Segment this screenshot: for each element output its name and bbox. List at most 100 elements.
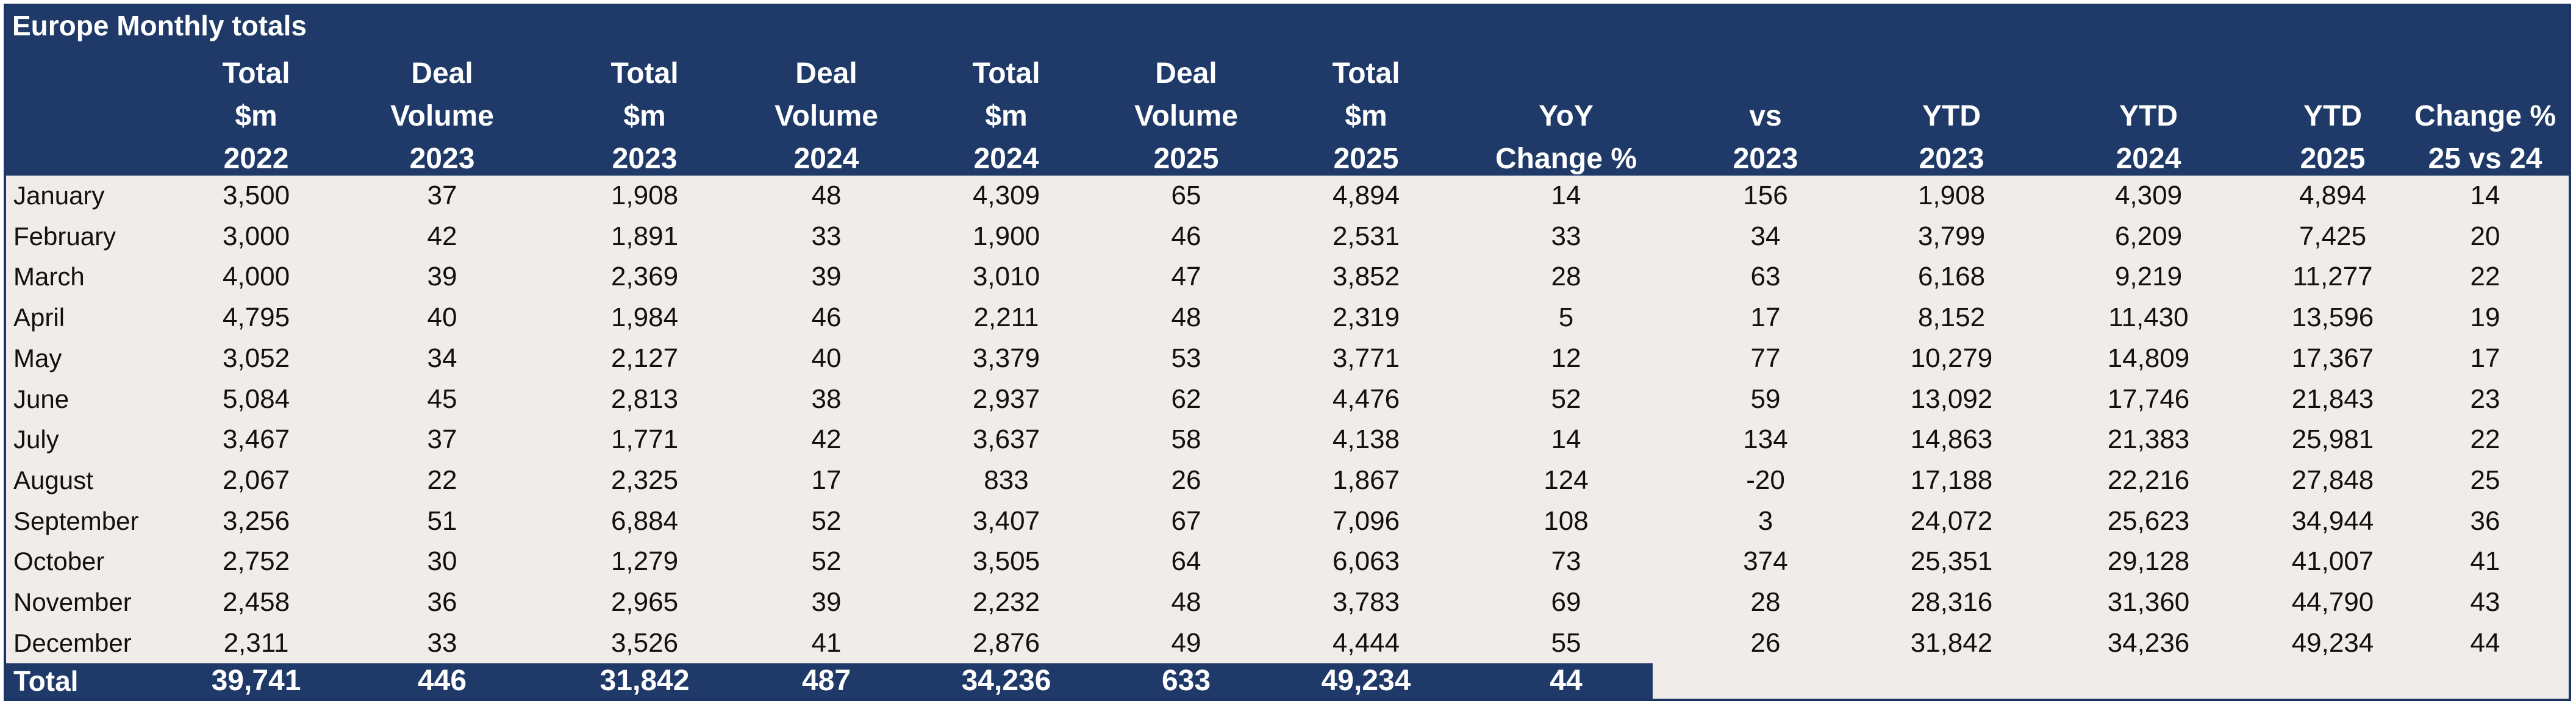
table-row: September 3,256 51 6,884 52 3,407 67 7,096 108 3 2… bbox=[6, 501, 2569, 541]
table-cell: 2,752 bbox=[222, 546, 290, 577]
table-cell: 3,637 bbox=[972, 424, 1040, 455]
total-cell: 633 bbox=[1161, 665, 1211, 697]
table-cell: 25,351 bbox=[1910, 546, 1993, 577]
column-header-line: Deal bbox=[795, 57, 857, 90]
table-row: June 5,084 45 2,813 38 2,937 62 4,476 52 59 13,092… bbox=[6, 379, 2569, 419]
table-cell: 17,746 bbox=[2107, 383, 2190, 414]
column-header-line: vs bbox=[1749, 100, 1782, 132]
total-cell: 487 bbox=[801, 665, 851, 697]
table-cell: 33 bbox=[427, 627, 457, 658]
table-cell: 65 bbox=[1171, 180, 1201, 210]
column-header-line: 2023 bbox=[1919, 143, 1984, 175]
table-cell: 45 bbox=[427, 383, 457, 414]
total-cell: 49,234 bbox=[1321, 665, 1411, 697]
column-header: Total $m 2024 bbox=[915, 52, 1098, 180]
column-header-line bbox=[2394, 52, 2576, 95]
table-cell: 13,596 bbox=[2291, 302, 2374, 333]
column-header-line bbox=[1674, 52, 1857, 95]
table-cell: 13,092 bbox=[1910, 383, 1993, 414]
column-header-line: 2024 bbox=[973, 143, 1039, 175]
table-title: Europe Monthly totals bbox=[12, 10, 307, 41]
table-row: May 3,052 34 2,127 40 3,379 53 3,771 12 77 10,279 1… bbox=[6, 338, 2569, 378]
table-cell: 3,526 bbox=[610, 627, 679, 658]
table-cell: 43 bbox=[2470, 587, 2500, 617]
table-cell: 36 bbox=[427, 587, 457, 617]
total-row-blank bbox=[1653, 663, 2569, 699]
total-cell: 39,741 bbox=[211, 665, 301, 697]
column-header-line: YTD bbox=[1922, 100, 1981, 132]
table-cell: 14 bbox=[2470, 180, 2500, 210]
column-header-line: 2023 bbox=[612, 143, 678, 175]
table-cell: 4,476 bbox=[1332, 383, 1400, 414]
table-cell: 3,783 bbox=[1332, 587, 1400, 617]
month-label: November bbox=[13, 588, 132, 616]
table-cell: 21,383 bbox=[2107, 424, 2190, 455]
table-cell: 4,795 bbox=[222, 302, 290, 333]
column-header: Deal Volume 2024 bbox=[735, 52, 918, 180]
table-cell: 4,000 bbox=[222, 262, 290, 292]
table-cell: 36 bbox=[2470, 505, 2500, 536]
table-cell: 11,277 bbox=[2292, 262, 2373, 292]
table-cell: 26 bbox=[1171, 465, 1201, 495]
table-cell: 73 bbox=[1551, 546, 1581, 577]
month-label: July bbox=[13, 425, 59, 454]
table-cell: 28 bbox=[1551, 262, 1581, 292]
table-row: April 4,795 40 1,984 46 2,211 48 2,319 5 17 8,152 1… bbox=[6, 298, 2569, 337]
column-header-line: YTD bbox=[2119, 100, 2178, 132]
table-cell: 26 bbox=[1750, 627, 1781, 658]
table-row: December 2,311 33 3,526 41 2,876 49 4,444 55 26 31… bbox=[6, 623, 2569, 663]
table-cell: 1,900 bbox=[972, 221, 1040, 251]
table-row: August 2,067 22 2,325 17 833 26 1,867 124 -20 17,1… bbox=[6, 460, 2569, 500]
table-cell: 29,128 bbox=[2107, 546, 2190, 577]
table-cell: 5 bbox=[1558, 302, 1574, 333]
table-cell: 49,234 bbox=[2291, 627, 2374, 658]
column-header: Change % 25 vs 24 bbox=[2394, 52, 2576, 180]
table-row: February 3,000 42 1,891 33 1,900 46 2,531 33 34 3,… bbox=[6, 216, 2569, 256]
column-header-line: $m bbox=[985, 100, 1028, 132]
table-cell: 39 bbox=[811, 587, 842, 617]
column-header: YoY Change % bbox=[1475, 52, 1658, 180]
table-cell: 42 bbox=[811, 424, 842, 455]
column-header-line: 2024 bbox=[793, 143, 859, 175]
table-cell: 30 bbox=[427, 546, 457, 577]
table-cell: 25,981 bbox=[2291, 424, 2374, 455]
column-header-line: Change % bbox=[2414, 100, 2556, 132]
table-cell: 67 bbox=[1171, 505, 1201, 536]
column-header-line: 2023 bbox=[409, 143, 475, 175]
table-cell: 2,325 bbox=[610, 465, 679, 495]
table-cell: 22,216 bbox=[2107, 465, 2190, 495]
table-cell: 51 bbox=[427, 505, 457, 536]
total-row: Total 39,741 446 31,842 487 34,236 633 49,234 4… bbox=[6, 663, 2569, 699]
month-label: September bbox=[13, 506, 139, 535]
table-cell: -20 bbox=[1746, 465, 1785, 495]
table-cell: 22 bbox=[2470, 262, 2500, 292]
table-cell: 53 bbox=[1171, 343, 1201, 373]
table-cell: 37 bbox=[427, 180, 457, 210]
table-cell: 3,256 bbox=[222, 505, 290, 536]
table-row: March 4,000 39 2,369 39 3,010 47 3,852 28 63 6,168… bbox=[6, 257, 2569, 296]
table-cell: 2,937 bbox=[972, 383, 1040, 414]
total-cell: 44 bbox=[1550, 665, 1583, 697]
table-cell: 3,505 bbox=[972, 546, 1040, 577]
table-cell: 27,848 bbox=[2291, 465, 2374, 495]
table-cell: 17,188 bbox=[1910, 465, 1993, 495]
table-cell: 44 bbox=[2470, 627, 2500, 658]
table-cell: 22 bbox=[2470, 424, 2500, 455]
table-cell: 22 bbox=[427, 465, 457, 495]
table-cell: 3,500 bbox=[222, 180, 290, 210]
month-label: December bbox=[13, 628, 132, 657]
table-cell: 2,965 bbox=[610, 587, 679, 617]
table-cell: 34 bbox=[1750, 221, 1781, 251]
table-cell: 2,067 bbox=[222, 465, 290, 495]
table-cell: 2,531 bbox=[1332, 221, 1400, 251]
table-cell: 64 bbox=[1171, 546, 1201, 577]
table-cell: 25 bbox=[2470, 465, 2500, 495]
table-cell: 42 bbox=[427, 221, 457, 251]
table-cell: 1,771 bbox=[610, 424, 679, 455]
month-label: August bbox=[13, 465, 93, 494]
table-cell: 31,842 bbox=[1910, 627, 1993, 658]
total-cell: 34,236 bbox=[961, 665, 1051, 697]
total-cell: 31,842 bbox=[599, 665, 690, 697]
column-header: YTD 2025 bbox=[2241, 52, 2424, 180]
table-cell: 11,430 bbox=[2108, 302, 2189, 333]
